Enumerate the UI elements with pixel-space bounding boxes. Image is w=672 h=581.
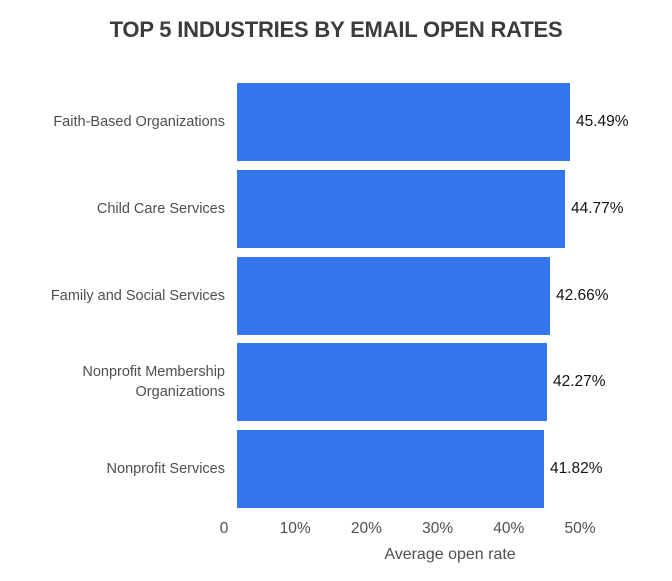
category-label: Nonprofit Membership Organizations <box>82 364 225 401</box>
x-axis-tick-label: 0 <box>219 520 229 537</box>
chart-row: Nonprofit Services 41.82% <box>0 430 672 509</box>
x-axis-tick-label: 10% <box>279 520 311 537</box>
x-axis-ticks: 0 10% 20% 30% 40% 50% <box>0 520 672 540</box>
bar <box>237 430 544 509</box>
bar <box>237 343 547 422</box>
x-axis-tick-label: 40% <box>493 520 525 537</box>
chart-row: Family and Social Services 42.66% <box>0 256 672 335</box>
x-axis-tick-label: 20% <box>350 520 382 537</box>
chart-row: Faith-Based Organizations 45.49% <box>0 83 672 161</box>
chart-title: TOP 5 INDUSTRIES BY EMAIL OPEN RATES <box>109 17 563 42</box>
x-axis-tick-label: 50% <box>564 520 596 537</box>
value-label: 42.66% <box>556 286 609 304</box>
value-label: 45.49% <box>576 113 629 130</box>
chart-row: Nonprofit Membership Organizations 42.27% <box>0 343 672 422</box>
category-label: Family and Social Services <box>50 287 225 304</box>
category-label: Child Care Services <box>96 200 225 217</box>
bar <box>237 169 566 248</box>
bar <box>237 256 550 335</box>
x-axis-tick-label: 30% <box>422 520 454 537</box>
value-label: 44.77% <box>571 199 624 217</box>
value-label: 41.82% <box>550 460 603 478</box>
value-label: 42.27% <box>553 373 606 391</box>
chart-row: Child Care Services 44.77% <box>0 169 672 248</box>
x-axis-title: Average open rate <box>384 546 516 563</box>
category-label: Nonprofit Services <box>106 461 225 478</box>
category-label: Faith-Based Organizations <box>53 114 225 130</box>
bar <box>237 83 571 161</box>
